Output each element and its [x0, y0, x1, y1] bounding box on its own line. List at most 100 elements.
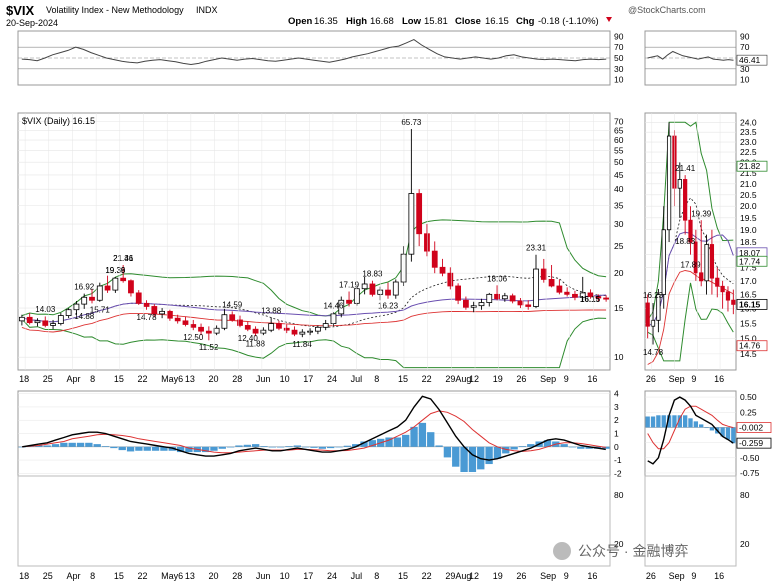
macd-hist-bar — [393, 437, 402, 447]
macd-signal-line — [22, 410, 606, 454]
macd-hist-bar — [293, 445, 301, 447]
macd-hist-bar — [201, 446, 210, 453]
price-tick-label: 23.5 — [740, 127, 757, 137]
price-value-label: 16.15 — [739, 299, 761, 309]
candle-body — [19, 316, 25, 322]
macd-tick-label: -2 — [614, 468, 622, 478]
macd-hist-bar — [151, 446, 160, 451]
price-tick-label: 21.0 — [740, 179, 757, 189]
bottom-x-tick: Jun — [256, 571, 271, 581]
bollinger-upper — [21, 219, 607, 317]
candle-body — [709, 244, 715, 279]
bottom-x-tick: 26 — [516, 571, 526, 581]
chart-date: 20-Sep-2024 — [6, 18, 58, 28]
price-x-tick: 19 — [493, 374, 503, 384]
macd-hist-bar — [160, 446, 168, 451]
macd-hist-bar — [502, 446, 510, 454]
price-x-tick: 29Aug — [445, 374, 471, 384]
price-x-tick: 9 — [564, 374, 569, 384]
macd-hist-bar — [435, 445, 443, 447]
candle-body — [564, 291, 571, 295]
price-x-tick: 26 — [646, 374, 656, 384]
price-value-label: 17.74 — [739, 256, 761, 266]
price-series-label: $VIX (Daily) 16.15 — [22, 116, 95, 126]
candle-body — [688, 219, 693, 243]
macd-hist-bar — [402, 434, 410, 447]
price-x-tick: 18 — [19, 374, 29, 384]
macd-hist-bar — [251, 444, 260, 447]
candle-body — [548, 279, 555, 287]
candle-body — [50, 323, 56, 326]
candle-body — [96, 285, 103, 301]
candle-body — [229, 314, 236, 321]
macd-hist-bar — [585, 446, 593, 449]
macd-hist-bar — [60, 442, 68, 447]
macd-hist-bar — [518, 446, 527, 447]
bottom-x-tick: 29Aug — [445, 571, 471, 581]
open-value: 16.35 — [314, 16, 338, 27]
candle-body — [81, 296, 88, 305]
candle-body — [517, 300, 524, 306]
candle-body — [338, 299, 345, 315]
macd-hist-bar — [460, 446, 468, 473]
macd-tick-label: 4 — [614, 389, 619, 399]
price-x-tick: 28 — [232, 374, 242, 384]
price-tick-label: 30 — [614, 219, 624, 229]
macd-hist-bar — [568, 446, 577, 448]
macd-hist-bar — [677, 415, 682, 428]
close-label: Close — [455, 16, 481, 27]
macd-hist-bar — [699, 424, 704, 428]
price-annotation: 12.40 — [238, 334, 259, 343]
macd-hist-bar — [285, 446, 293, 447]
bottom-x-tick: 12 — [469, 571, 479, 581]
price-tick-label: 14.5 — [740, 349, 757, 359]
price-annotation: 17.19 — [339, 281, 360, 290]
price-value-label: 14.76 — [739, 341, 761, 351]
candle-body — [720, 285, 725, 293]
candle-body — [501, 295, 508, 300]
symbol: $VIX — [6, 3, 35, 18]
sma-50 — [21, 294, 607, 323]
price-x-tick: 8 — [90, 374, 95, 384]
price-x-tick: 22 — [422, 374, 432, 384]
bottom-empty-frame — [17, 475, 611, 567]
macd-hist-bar — [650, 416, 656, 428]
rsi-tick-label: 50 — [614, 53, 624, 63]
price-tick-label: 19.0 — [740, 225, 757, 235]
candle-body — [221, 314, 228, 329]
candle-body — [715, 277, 720, 287]
price-annotation: 21.41 — [113, 254, 134, 263]
price-tick-label: 70 — [614, 116, 624, 126]
price-annotation: 14.78 — [643, 348, 664, 357]
candle-body — [439, 266, 446, 274]
candle-body — [205, 330, 212, 334]
price-tick-label: 22.5 — [740, 147, 757, 157]
bottom-side-tick: 80 — [740, 490, 750, 500]
macd-hist-bar — [310, 446, 318, 448]
candle-body — [237, 319, 243, 326]
price-x-tick: 22 — [138, 374, 148, 384]
candle-body — [416, 193, 423, 235]
price-x-tick: 25 — [43, 374, 53, 384]
candle-body — [540, 268, 547, 280]
price-tick-label: 15.0 — [740, 333, 757, 343]
price-tick-label: 55 — [614, 146, 624, 156]
price-x-tick: May6 — [161, 374, 183, 384]
candle-body — [533, 268, 539, 307]
bottom-zoom-tick: 9 — [691, 571, 696, 581]
candle-body — [494, 293, 500, 300]
macd-hist-bar — [76, 442, 85, 447]
candle-body — [486, 293, 493, 303]
macd-value-box — [736, 437, 772, 449]
price-tick-label: 19.5 — [740, 213, 757, 223]
price-tick-label: 16.5 — [740, 290, 757, 300]
macd-hist-bar — [118, 446, 126, 451]
candle-body — [276, 323, 282, 329]
candle-body — [509, 295, 516, 302]
rsi-line — [647, 50, 734, 61]
price-annotation: 16.92 — [74, 282, 95, 291]
price-tick-label: 45 — [614, 170, 624, 180]
price-annotation: 11.84 — [292, 340, 312, 349]
candle-body — [174, 317, 181, 322]
macd-hist-bar — [672, 415, 677, 428]
